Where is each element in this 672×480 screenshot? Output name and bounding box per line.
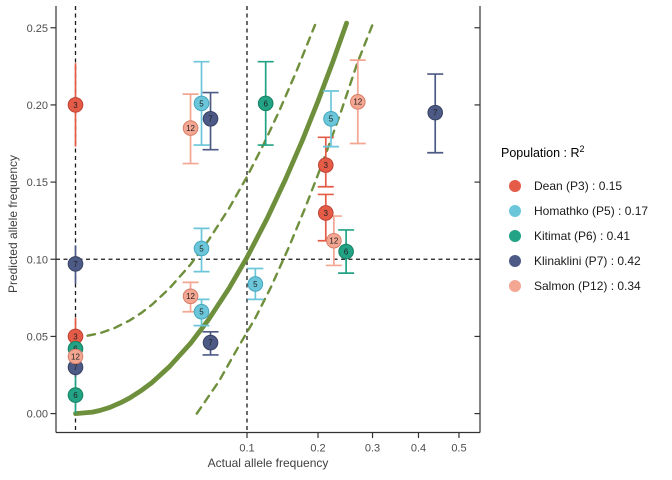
data-point-label: 5 — [253, 280, 258, 289]
data-point — [182, 120, 199, 136]
data-point-label: 3 — [324, 161, 329, 170]
legend-item-label: Dean (P3) : 0.15 — [534, 178, 623, 193]
x-tick-label: 0.1 — [239, 443, 254, 455]
data-point-label: 7 — [73, 260, 78, 269]
data-point — [67, 256, 84, 272]
data-point — [257, 95, 274, 112]
x-tick-label: 0.3 — [365, 443, 380, 455]
data-point — [317, 205, 334, 221]
legend-key-dot — [509, 229, 521, 242]
data-point-label: 7 — [208, 339, 213, 348]
legend-items: Dean (P3) : 0.15 Homathko (P5) : 0.17 Kiti… — [501, 178, 648, 293]
data-point-label: 3 — [324, 209, 329, 218]
confidence-upper-curve — [86, 23, 317, 337]
legend-item: Klinaklini (P7) : 0.42 — [509, 253, 648, 268]
data-point-label: 5 — [199, 99, 204, 108]
data-point-label: 7 — [208, 115, 213, 124]
data-point-label: 7 — [73, 363, 78, 372]
y-tick-label: 0.15 — [27, 177, 48, 189]
y-tick-label: 0.25 — [27, 23, 48, 35]
data-point-label: 6 — [73, 391, 78, 400]
data-point — [427, 104, 444, 121]
y-tick-label: 0.10 — [27, 254, 48, 266]
data-point-label: 5 — [199, 244, 204, 253]
legend-title-text: Population : R — [501, 146, 580, 161]
y-axis-title: Predicted allele frequency — [6, 155, 20, 293]
y-tick-label: 0.20 — [27, 100, 48, 112]
data-points: 3333555556666777771212121212 — [67, 94, 444, 403]
y-tick-label: 0.00 — [27, 409, 48, 421]
legend-key-dot — [509, 279, 521, 292]
data-point-label: 5 — [329, 115, 334, 124]
data-point-label: 12 — [71, 352, 80, 361]
x-tick-label: 0.5 — [451, 443, 466, 455]
data-point — [247, 276, 264, 292]
x-tick-label: 0.2 — [310, 443, 325, 455]
legend-item: Kitimat (P6) : 0.41 — [509, 228, 648, 243]
axes: 0.00 0.05 0.10 0.15 0.20 0.25 0.1 0.2 0.3 0.4 0.5 — [27, 6, 481, 455]
data-point — [193, 240, 210, 257]
data-point-label: 12 — [186, 292, 195, 301]
confidence-lower-curve — [195, 23, 374, 415]
data-point-label: 3 — [73, 332, 78, 341]
data-point — [193, 303, 210, 320]
legend-key-dot — [509, 254, 521, 267]
data-point — [67, 348, 84, 365]
legend-key-dot — [509, 179, 521, 192]
legend-item-label: Salmon (P12) : 0.34 — [534, 278, 641, 293]
data-point — [193, 95, 210, 112]
data-point-label: 12 — [353, 98, 362, 107]
data-point-label: 7 — [433, 109, 438, 118]
x-axis-title: Actual allele frequency — [208, 456, 329, 470]
regression-curve — [73, 20, 349, 416]
data-point-label: 12 — [329, 237, 338, 246]
legend-item-label: Klinaklini (P7) : 0.42 — [534, 253, 641, 268]
legend-item: Salmon (P12) : 0.34 — [509, 278, 648, 293]
data-point — [202, 334, 219, 351]
legend-title: Population : R2 — [501, 144, 648, 160]
legend-item-label: Homathko (P5) : 0.17 — [534, 203, 649, 218]
legend-item-label: Kitimat (P6) : 0.41 — [534, 228, 631, 243]
x-tick-label: 0.4 — [411, 443, 426, 455]
legend-item: Dean (P3) : 0.15 — [509, 178, 648, 193]
data-point — [323, 111, 339, 127]
data-point-label: 6 — [344, 247, 349, 256]
data-point-label: 6 — [263, 99, 268, 108]
data-point — [67, 387, 84, 403]
data-point — [317, 157, 334, 173]
legend-title-superscript: 2 — [579, 144, 585, 154]
data-point — [202, 111, 219, 127]
data-point-label: 5 — [199, 308, 204, 317]
data-point-label: 3 — [73, 101, 78, 110]
legend-item: Homathko (P5) : 0.17 — [509, 203, 648, 218]
data-point — [67, 97, 84, 113]
data-point-label: 12 — [186, 124, 195, 133]
fit-curves — [73, 20, 374, 416]
data-point — [326, 232, 342, 249]
y-tick-label: 0.05 — [27, 331, 48, 343]
data-point — [350, 94, 366, 110]
legend: Population : R2 Dean (P3) : 0.15 Homathko… — [501, 144, 648, 303]
data-point — [338, 243, 354, 260]
data-point — [182, 288, 199, 305]
legend-key-dot — [509, 204, 521, 217]
